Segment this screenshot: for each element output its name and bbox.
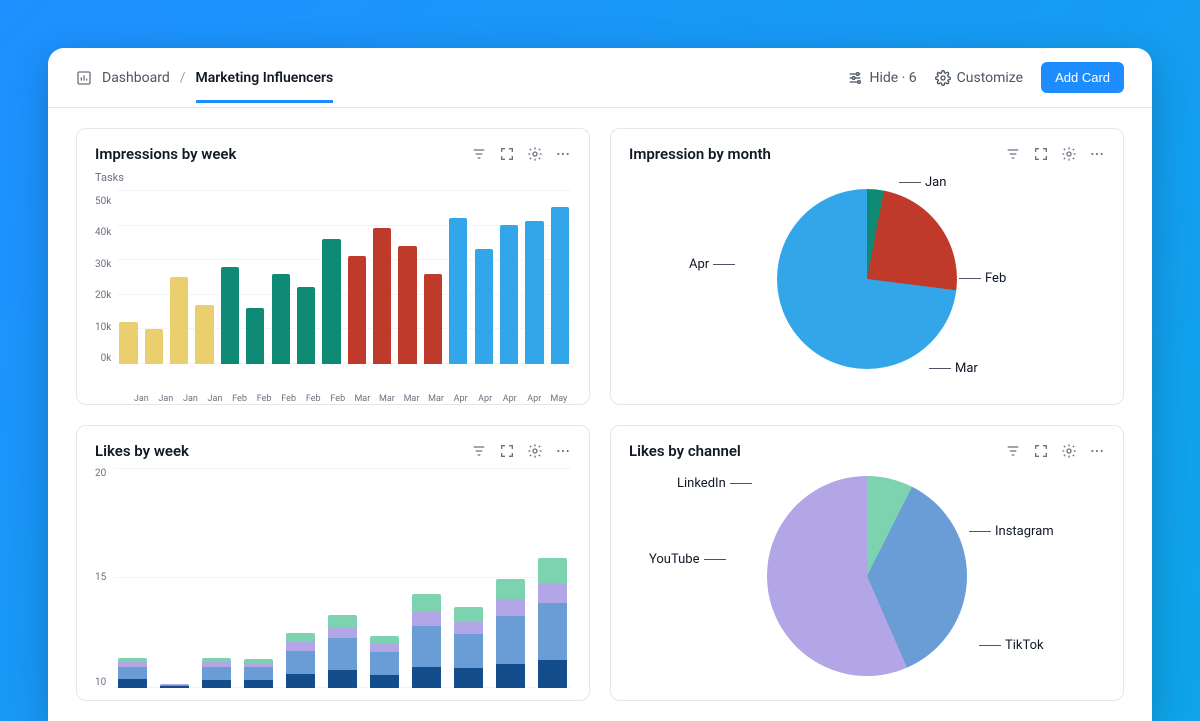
dashboard-icon <box>76 70 92 86</box>
stacked-bar-chart: 201510 <box>95 468 571 702</box>
bar <box>297 287 315 364</box>
y-axis-ticks: 50k40k30k20k10k0k <box>95 196 117 364</box>
card-actions <box>471 146 571 162</box>
bar <box>348 256 366 364</box>
breadcrumb-root[interactable]: Dashboard <box>102 70 170 86</box>
hide-button[interactable]: Hide · 6 <box>847 70 916 86</box>
stack-bar <box>244 659 273 687</box>
customize-label: Customize <box>957 70 1023 86</box>
gear-icon[interactable] <box>527 146 543 162</box>
x-axis-labels: Jan3Jan10Jan17Jan24Feb1Feb8Feb15Feb22Feb… <box>129 394 571 405</box>
gear-icon[interactable] <box>527 443 543 459</box>
pie-label: Feb <box>959 271 1006 286</box>
bar-chart: Tasks 50k40k30k20k10k0k Jan3Jan10Jan17Ja… <box>95 171 571 405</box>
pie-chart: LinkedIn Instagram TikTok YouTube <box>629 468 1105 685</box>
expand-icon[interactable] <box>499 146 515 162</box>
pie <box>777 189 957 369</box>
customize-button[interactable]: Customize <box>935 70 1023 86</box>
pie <box>767 476 967 676</box>
app-window: Dashboard / Marketing Influencers Hide ·… <box>48 48 1152 721</box>
stack-bar <box>370 636 399 688</box>
expand-icon[interactable] <box>1033 443 1049 459</box>
pie-label: Mar <box>929 361 978 376</box>
expand-icon[interactable] <box>1033 146 1049 162</box>
card-title: Likes by channel <box>629 442 741 460</box>
stack-bar <box>412 594 441 687</box>
card-actions <box>1005 146 1105 162</box>
cards-grid: Impressions by week Tasks 50k40k30k20k10… <box>48 108 1152 721</box>
bar <box>551 207 569 364</box>
stack-bar <box>496 579 525 688</box>
bar <box>272 274 290 364</box>
card-actions <box>471 443 571 459</box>
stack-bar <box>160 684 189 688</box>
filter-icon[interactable] <box>471 146 487 162</box>
top-actions: Hide · 6 Customize Add Card <box>847 62 1124 93</box>
bar <box>322 239 340 364</box>
pie-chart: Jan Feb Mar Apr <box>629 171 1105 388</box>
pie-label: Jan <box>899 175 946 190</box>
bar <box>195 305 213 364</box>
hide-label: Hide · 6 <box>869 70 916 86</box>
breadcrumb-current[interactable]: Marketing Influencers <box>196 70 334 103</box>
y-axis-ticks: 201510 <box>95 468 114 688</box>
breadcrumb: Dashboard / Marketing Influencers <box>76 70 333 86</box>
gear-icon[interactable] <box>1061 443 1077 459</box>
y-axis-title: Tasks <box>95 171 571 184</box>
card-title: Impression by month <box>629 145 771 163</box>
card-impressions-week: Impressions by week Tasks 50k40k30k20k10… <box>76 128 590 405</box>
bars-container <box>117 190 571 364</box>
breadcrumb-separator: / <box>180 70 186 86</box>
expand-icon[interactable] <box>499 443 515 459</box>
pie-label: Apr <box>689 257 735 272</box>
topbar: Dashboard / Marketing Influencers Hide ·… <box>48 48 1152 108</box>
pie-label: LinkedIn <box>677 476 752 491</box>
stack-bar <box>118 658 147 688</box>
card-actions <box>1005 443 1105 459</box>
bar <box>525 221 543 364</box>
add-card-button[interactable]: Add Card <box>1041 62 1124 93</box>
filter-icon[interactable] <box>1005 443 1021 459</box>
card-likes-week: Likes by week 201510 <box>76 425 590 702</box>
filter-icon[interactable] <box>1005 146 1021 162</box>
stack-bar <box>454 607 483 687</box>
filter-icon[interactable] <box>471 443 487 459</box>
more-icon[interactable] <box>555 146 571 162</box>
card-impressions-month: Impression by month Jan Feb Mar Apr <box>610 128 1124 405</box>
sliders-icon <box>847 70 863 86</box>
bar <box>373 228 391 364</box>
more-icon[interactable] <box>1089 146 1105 162</box>
bar <box>246 308 264 364</box>
more-icon[interactable] <box>555 443 571 459</box>
card-title: Likes by week <box>95 442 189 460</box>
stacks-container <box>114 468 571 688</box>
pie-label: TikTok <box>979 638 1044 653</box>
bar <box>449 218 467 364</box>
bar <box>221 267 239 364</box>
card-likes-channel: Likes by channel LinkedIn Instagram TikTok… <box>610 425 1124 702</box>
stack-bar <box>538 558 567 687</box>
bar <box>145 329 163 364</box>
stack-bar <box>202 658 231 688</box>
bar <box>170 277 188 364</box>
more-icon[interactable] <box>1089 443 1105 459</box>
bar <box>119 322 137 364</box>
bar <box>398 246 416 364</box>
card-title: Impressions by week <box>95 145 236 163</box>
stack-bar <box>286 633 315 687</box>
gear-icon <box>935 70 951 86</box>
bar <box>424 274 442 364</box>
bar <box>475 249 493 364</box>
pie-label: YouTube <box>649 552 726 567</box>
stack-bar <box>328 615 357 687</box>
bar <box>500 225 518 364</box>
gear-icon[interactable] <box>1061 146 1077 162</box>
pie-label: Instagram <box>969 524 1054 539</box>
